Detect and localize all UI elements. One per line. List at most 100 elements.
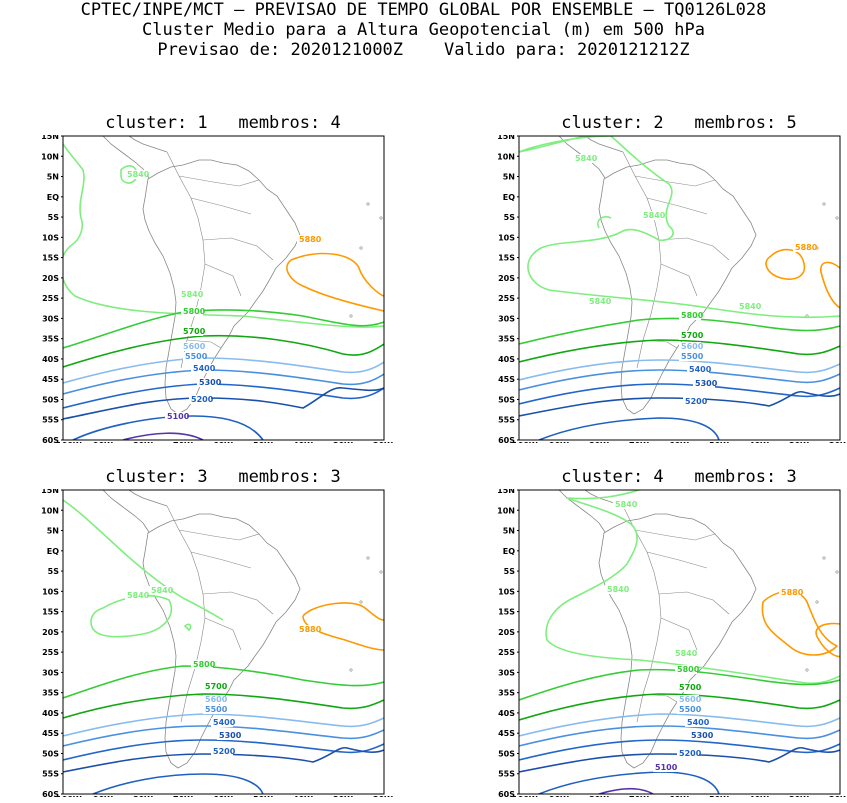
lat-tick-label: 55S <box>498 770 515 779</box>
panel-title: cluster: 3 membros: 3 <box>105 467 341 487</box>
contour-label-bg <box>181 307 203 316</box>
contour-map: 15N 10N 5N EQ 5S 10S 15S 20S 25S 30S 35S 40S 45S 50S 5… <box>497 489 847 797</box>
lon-tick-label: 30W <box>789 441 809 443</box>
lon-tick-label: 100W <box>56 795 82 797</box>
lat-tick-label: 45S <box>42 375 59 384</box>
contour-label-bg <box>191 364 213 373</box>
lat-tick-label: 20S <box>42 274 59 283</box>
contour-label: 5600 <box>681 342 704 351</box>
contour-label-bg <box>203 682 225 691</box>
map-frame <box>62 489 385 795</box>
lat-tick-label: 55S <box>42 416 59 425</box>
lat-tick-label: 10S <box>42 233 59 242</box>
lat-tick-label: EQ <box>47 547 59 556</box>
contour-label: 5800 <box>681 311 704 320</box>
contour-label: 5400 <box>193 364 216 373</box>
contour-label: 5700 <box>183 327 206 336</box>
lon-tick-label: 70W <box>173 441 193 443</box>
contour-label: 5840 <box>607 585 630 594</box>
lon-tick-label: 80W <box>589 795 609 797</box>
contour-label: 5500 <box>679 705 702 714</box>
contour-label: 5840 <box>643 211 666 220</box>
lat-tick-label: EQ <box>503 193 515 202</box>
lat-tick-label: 20S <box>42 628 59 637</box>
contour-5800 <box>63 665 384 699</box>
contour-5500 <box>519 369 840 391</box>
south-america-coastline <box>142 513 301 769</box>
contour-5700 <box>519 693 840 721</box>
lat-tick-label: 40S <box>42 355 59 364</box>
lat-tick-label: 50S <box>42 395 59 404</box>
lat-tick-label: 55S <box>42 770 59 779</box>
contour-5840 <box>519 136 612 153</box>
contour-label-bg <box>693 379 715 388</box>
contour-label: 5840 <box>615 500 638 509</box>
lon-tick-label: 30W <box>789 795 809 797</box>
panel-title: cluster: 4 membros: 3 <box>561 467 797 487</box>
contour-label: 5700 <box>679 683 702 692</box>
contour-5600 <box>519 713 840 737</box>
lat-tick-label: 10N <box>41 152 59 161</box>
contour-label: 5500 <box>681 352 704 361</box>
contour-label-bg <box>211 718 233 727</box>
island <box>805 668 809 672</box>
lon-tick-label: 60W <box>213 441 233 443</box>
map-panel-cluster-3: cluster: 3 membros: 3 15N 10N 5N EQ 5S 10S 15S… <box>22 467 402 797</box>
figure-title-line-2: Cluster Medio para a Altura Geopotencial… <box>142 20 705 40</box>
lat-tick-label: 45S <box>42 729 59 738</box>
lat-tick-label: 15N <box>497 135 515 141</box>
lat-tick-label: 5N <box>503 527 515 536</box>
island <box>835 216 839 220</box>
contour-label-bg <box>297 625 319 634</box>
contour-5840 <box>120 165 138 184</box>
contour-label-bg <box>685 718 707 727</box>
country-borders <box>622 505 730 723</box>
island <box>835 570 839 574</box>
contour-label-bg <box>779 588 801 597</box>
lon-tick-label: 70W <box>629 441 649 443</box>
contour-5840 <box>527 136 840 319</box>
contour-5700 <box>63 693 384 719</box>
contour-label-bg <box>211 747 233 756</box>
contour-5100 <box>598 787 654 794</box>
lon-tick-label: 20W <box>373 441 393 443</box>
lat-tick-label: 25S <box>42 294 59 303</box>
lon-tick-label: 50W <box>709 795 729 797</box>
lon-tick-label: 90W <box>549 441 569 443</box>
lat-tick-label: 45S <box>498 729 515 738</box>
contour-5300 <box>63 387 384 420</box>
contour-label: 5700 <box>681 331 704 340</box>
contour-label-bg <box>613 500 635 509</box>
island <box>398 697 400 699</box>
lon-tick-label: 90W <box>93 441 113 443</box>
island <box>349 314 353 318</box>
lat-tick-label: 5N <box>47 527 59 536</box>
lon-tick-label: 30W <box>333 795 353 797</box>
contour-label-bg <box>687 365 709 374</box>
contour-label-bg <box>737 302 759 311</box>
contour-5840 <box>90 595 172 638</box>
lon-tick-label: 80W <box>133 441 153 443</box>
contour-5840 <box>545 497 840 685</box>
lat-tick-label: 55S <box>498 416 515 425</box>
contour-5840 <box>63 143 384 328</box>
lon-tick-label: 90W <box>549 795 569 797</box>
contour-label: 5700 <box>205 682 228 691</box>
contour-5840 <box>184 623 192 631</box>
contour-5840 <box>597 215 612 229</box>
lat-tick-label: 50S <box>42 749 59 758</box>
contour-5700 <box>519 339 840 363</box>
lat-tick-label: 60S <box>498 436 515 443</box>
lat-tick-label: 10N <box>41 506 59 515</box>
contour-label: 5800 <box>183 307 206 316</box>
map-frame <box>518 135 841 441</box>
central-america-coastline <box>102 136 168 179</box>
lat-tick-label: 40S <box>498 355 515 364</box>
lat-tick-label: 15N <box>41 135 59 141</box>
lon-tick-label: 60W <box>669 441 689 443</box>
lat-tick-label: 60S <box>498 790 515 797</box>
lat-tick-label: 50S <box>498 749 515 758</box>
